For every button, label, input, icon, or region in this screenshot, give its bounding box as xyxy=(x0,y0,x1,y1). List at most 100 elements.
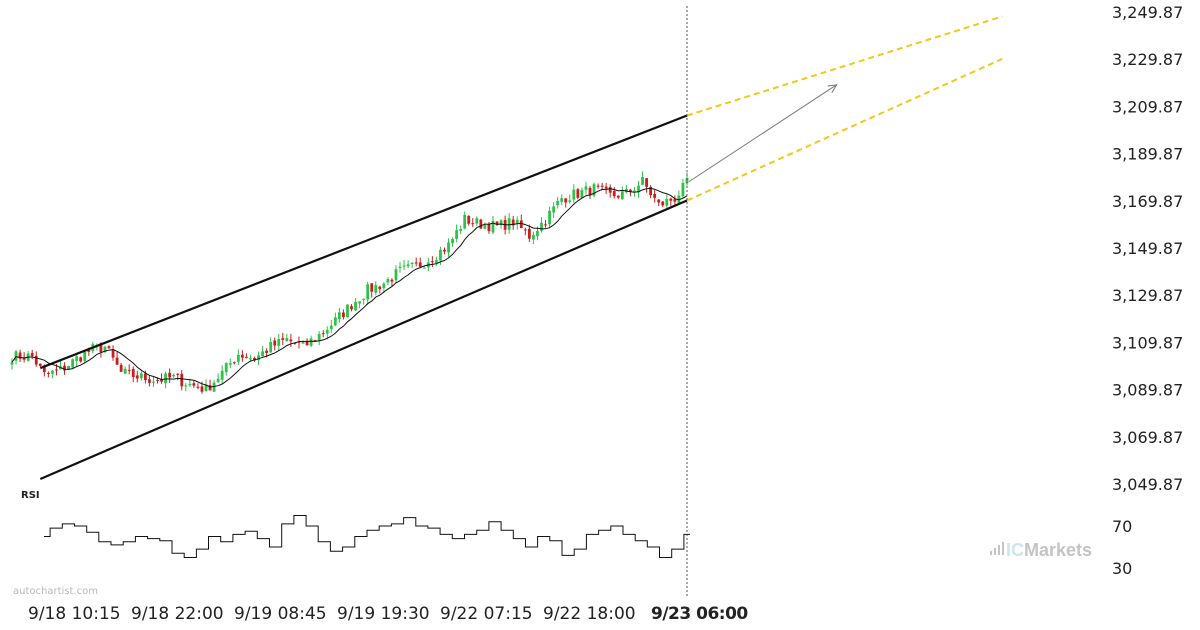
candle-body-down xyxy=(370,283,374,292)
candle-body-up xyxy=(249,358,252,360)
candle-body-up xyxy=(540,222,543,231)
candle-body-down xyxy=(63,365,66,371)
candle-body-down xyxy=(350,306,353,310)
candle-body-up xyxy=(184,385,188,387)
candle-body-up xyxy=(220,370,224,380)
candle-body-up xyxy=(51,370,54,374)
price-tick-label: 3,109.87 xyxy=(1112,333,1183,352)
candle-body-down xyxy=(673,199,677,202)
candle-body-up xyxy=(362,298,366,301)
candle-body-down xyxy=(281,338,285,340)
candle-body-down xyxy=(79,357,83,362)
candle-body-up xyxy=(333,317,337,326)
brand-name: ICMarkets xyxy=(1006,540,1092,560)
candle-body-down xyxy=(467,215,471,224)
candle-body-down xyxy=(390,279,394,282)
candle-body-up xyxy=(685,178,689,184)
candle-body-down xyxy=(313,340,317,342)
candle-body-down xyxy=(657,199,661,203)
candle-body-up xyxy=(317,333,321,341)
price-tick-label: 3,169.87 xyxy=(1112,192,1183,211)
rsi-tick-label: 70 xyxy=(1112,517,1132,536)
candle-body-up xyxy=(261,351,264,357)
candle-body-down xyxy=(107,346,111,349)
candle-body-up xyxy=(204,384,208,392)
candle-body-down xyxy=(471,223,475,225)
brand-name-ic: IC xyxy=(1006,540,1024,560)
candle-body-up xyxy=(10,362,14,365)
candle-body-up xyxy=(188,383,192,386)
candle-body-down xyxy=(418,262,422,267)
candle-body-down xyxy=(487,224,491,232)
candle-body-up xyxy=(394,269,398,281)
candle-body-up xyxy=(172,374,176,377)
rsi-tick-label: 30 xyxy=(1112,559,1132,578)
target-arrow-line xyxy=(688,84,837,183)
candle-body-down xyxy=(131,368,135,378)
candle-body-down xyxy=(127,369,131,371)
candle-body-up xyxy=(572,189,576,200)
candle-body-down xyxy=(305,341,309,346)
candle-body-down xyxy=(576,189,580,198)
price-tick-label: 3,049.87 xyxy=(1112,475,1183,494)
candle-body-down xyxy=(479,219,483,229)
time-tick-label: 9/18 10:15 xyxy=(28,604,121,624)
candle-body-down xyxy=(265,350,269,353)
time-axis: 9/18 10:15 9/18 22:00 9/19 08:45 9/19 19:30… xyxy=(28,604,749,624)
channel-upper-line xyxy=(39,114,688,370)
candle-body-up xyxy=(309,338,313,346)
time-tick-label: 9/19 19:30 xyxy=(337,604,430,624)
candle-body-up xyxy=(584,186,588,190)
candle-body-down xyxy=(273,340,277,346)
candle-body-up xyxy=(580,190,584,198)
candle-body-up xyxy=(637,185,640,193)
projection-lower-line xyxy=(686,57,1003,202)
candle-body-up xyxy=(301,341,305,344)
candle-body-up xyxy=(491,220,495,233)
candle-body-up xyxy=(386,279,390,283)
candle-body-up xyxy=(71,359,75,368)
candle-body-up xyxy=(67,365,70,370)
candle-body-down xyxy=(160,379,163,382)
candle-body-up xyxy=(358,301,362,304)
candle-body-up xyxy=(285,338,289,342)
candle-body-up xyxy=(236,355,240,362)
candle-body-down xyxy=(297,341,301,343)
candle-body-down xyxy=(430,261,434,263)
candle-body-up xyxy=(14,351,18,361)
candle-body-up xyxy=(532,235,535,240)
candle-body-down xyxy=(42,365,46,373)
candle-body-up xyxy=(560,198,564,202)
candle-body-up xyxy=(451,238,454,244)
brand-name-markets: Markets xyxy=(1024,540,1092,560)
candle-body-down xyxy=(342,312,345,318)
candle-body-up xyxy=(228,363,232,365)
candle-body-down xyxy=(245,356,248,358)
candle-body-up xyxy=(475,218,479,224)
price-tick-label: 3,189.87 xyxy=(1112,145,1183,164)
candle-body-down xyxy=(192,383,196,386)
candle-body-down xyxy=(143,373,147,381)
candle-body-up xyxy=(406,264,410,267)
candle-body-down xyxy=(196,386,200,388)
candle-body-up xyxy=(548,210,551,225)
candles-group xyxy=(10,171,689,394)
price-tick-label: 3,069.87 xyxy=(1112,428,1183,447)
candle-body-down xyxy=(180,373,184,387)
candle-body-down xyxy=(653,193,657,198)
candle-body-down xyxy=(232,362,236,364)
candle-body-up xyxy=(499,220,503,226)
projection-group xyxy=(686,15,1003,202)
candle-body-up xyxy=(592,184,596,196)
candle-body-down xyxy=(495,221,499,225)
candle-body-down xyxy=(87,349,91,352)
candle-body-up xyxy=(556,200,560,206)
watermark-text: autochartist.com xyxy=(13,586,98,597)
candle-body-down xyxy=(616,195,620,198)
brand-bars-icon xyxy=(990,542,1004,555)
candle-body-up xyxy=(483,224,487,229)
moving-average-line xyxy=(11,187,688,388)
candle-body-up xyxy=(641,177,644,185)
candle-body-up xyxy=(382,283,386,289)
